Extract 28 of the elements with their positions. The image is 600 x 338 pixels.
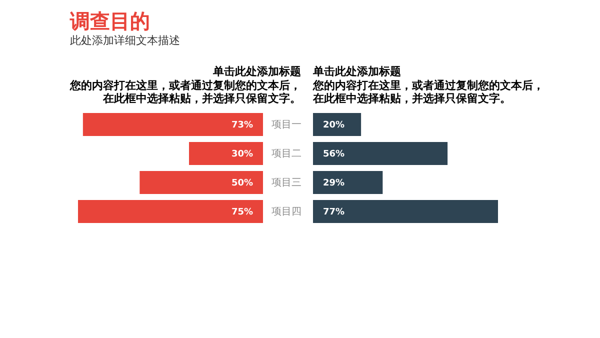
chart-title: 单击此处添加标题 <box>212 65 301 78</box>
text: 调查目的 <box>69 9 150 33</box>
bar <box>313 142 448 165</box>
bar <box>140 171 263 194</box>
data-label: 30% <box>231 150 253 160</box>
text: 在此框中选择粘贴，并选择只保留文字。 <box>102 92 301 105</box>
data-label: 77% <box>323 208 345 218</box>
chart-title: 单击此处添加标题 <box>312 65 401 78</box>
bar <box>313 171 383 194</box>
y-tick-label: 项目二 <box>272 148 302 160</box>
y-tick-label: 项目三 <box>272 178 302 188</box>
bar <box>78 200 263 223</box>
data-label: 75% <box>231 208 253 218</box>
bar <box>313 200 498 223</box>
bar <box>189 142 263 165</box>
text: 在此框中选择粘贴，并选择只保留文字。 <box>312 92 511 105</box>
bar <box>313 113 362 136</box>
y-tick-label: 项目一 <box>272 120 302 130</box>
data-label: 73% <box>231 120 253 130</box>
data-label: 50% <box>231 178 253 188</box>
data-label: 29% <box>323 178 345 188</box>
bar <box>82 113 263 136</box>
text: 此处添加详细文本描述 <box>70 34 180 47</box>
data-label: 56% <box>323 150 345 160</box>
data-label: 20% <box>323 120 345 130</box>
y-tick-label: 项目四 <box>272 206 302 218</box>
chart-subtitle: 您的内容打在这里，或者通过复制您的文本后， <box>69 79 301 92</box>
chart-subtitle: 您的内容打在这里，或者通过复制您的文本后， <box>312 79 544 92</box>
